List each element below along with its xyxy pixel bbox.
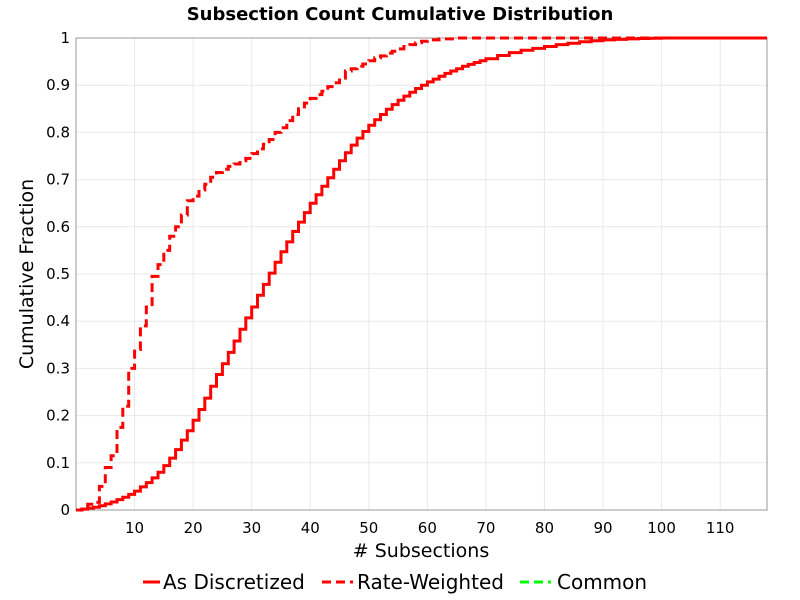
y-tick-label: 0.3	[46, 359, 70, 377]
x-tick-label: 60	[418, 519, 437, 537]
axis-ticks: 10 20 30 40 50 60 70 80 90 100 110 0 0.1 0.2 0.3 0.4 0.5…	[46, 29, 734, 537]
y-tick-label: 0.7	[46, 171, 70, 189]
x-tick-label: 40	[301, 519, 320, 537]
plot-area	[75, 37, 768, 511]
x-tick-label: 50	[359, 519, 378, 537]
series-lines	[76, 36, 767, 512]
series-line-as-discretized	[76, 36, 767, 512]
x-tick-label: 90	[593, 519, 612, 537]
y-tick-label: 0	[60, 501, 70, 519]
y-tick-label: 0.9	[46, 76, 70, 94]
y-tick-label: 0.4	[46, 312, 70, 330]
x-tick-label: 10	[125, 519, 144, 537]
y-tick-label: 1	[60, 29, 70, 47]
chart-title: Subsection Count Cumulative Distribution	[187, 4, 614, 25]
grid-lines	[76, 37, 767, 511]
y-tick-label: 0.5	[46, 265, 70, 283]
x-axis-label: # Subsections	[353, 540, 489, 562]
legend-label-rate-weighted: Rate-Weighted	[357, 570, 504, 594]
y-axis-label: Cumulative Fraction	[16, 179, 38, 369]
y-tick-label: 0.2	[46, 407, 70, 425]
y-tick-label: 0.8	[46, 123, 70, 141]
x-tick-label: 20	[184, 519, 203, 537]
x-tick-label: 110	[706, 519, 735, 537]
legend: As Discretized Rate-Weighted Common	[143, 570, 647, 594]
y-tick-label: 0.6	[46, 218, 70, 236]
x-tick-label: 30	[242, 519, 261, 537]
series-line-rate-weighted	[76, 36, 767, 512]
x-tick-label: 70	[476, 519, 495, 537]
x-tick-label: 80	[535, 519, 554, 537]
y-tick-label: 0.1	[46, 454, 70, 472]
legend-label-common: Common	[557, 570, 647, 594]
x-tick-label: 100	[647, 519, 676, 537]
legend-label-as-discretized: As Discretized	[163, 570, 305, 594]
